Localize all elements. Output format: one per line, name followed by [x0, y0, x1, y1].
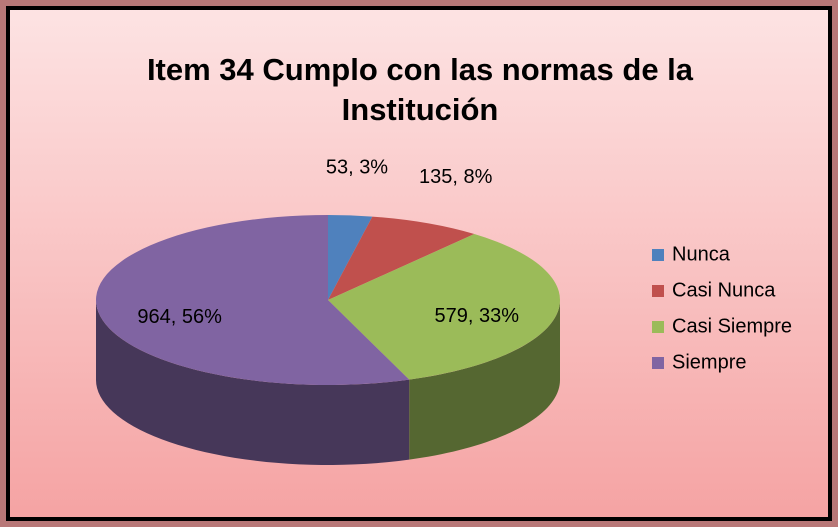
- slice: [328, 234, 560, 380]
- chart-title: Item 34 Cumplo con las normas de la Inst…: [146, 52, 694, 127]
- slice: [328, 216, 475, 300]
- legend-swatch: [652, 321, 664, 333]
- data-label: 53, 3%: [326, 156, 388, 178]
- legend-label: Nunca: [672, 243, 731, 265]
- legend-swatch: [652, 249, 664, 261]
- data-label: 964, 56%: [137, 306, 222, 328]
- legend-label: Casi Nunca: [672, 279, 776, 301]
- legend-label: Casi Siempre: [672, 315, 792, 337]
- data-label: 579, 33%: [435, 305, 520, 327]
- slice: [96, 215, 410, 385]
- legend-swatch: [652, 285, 664, 297]
- slice-side: [409, 300, 560, 460]
- slice-side: [96, 300, 410, 465]
- legend-swatch: [652, 357, 664, 369]
- slice: [328, 215, 373, 300]
- legend-label: Siempre: [672, 351, 746, 373]
- data-label: 135, 8%: [419, 166, 493, 188]
